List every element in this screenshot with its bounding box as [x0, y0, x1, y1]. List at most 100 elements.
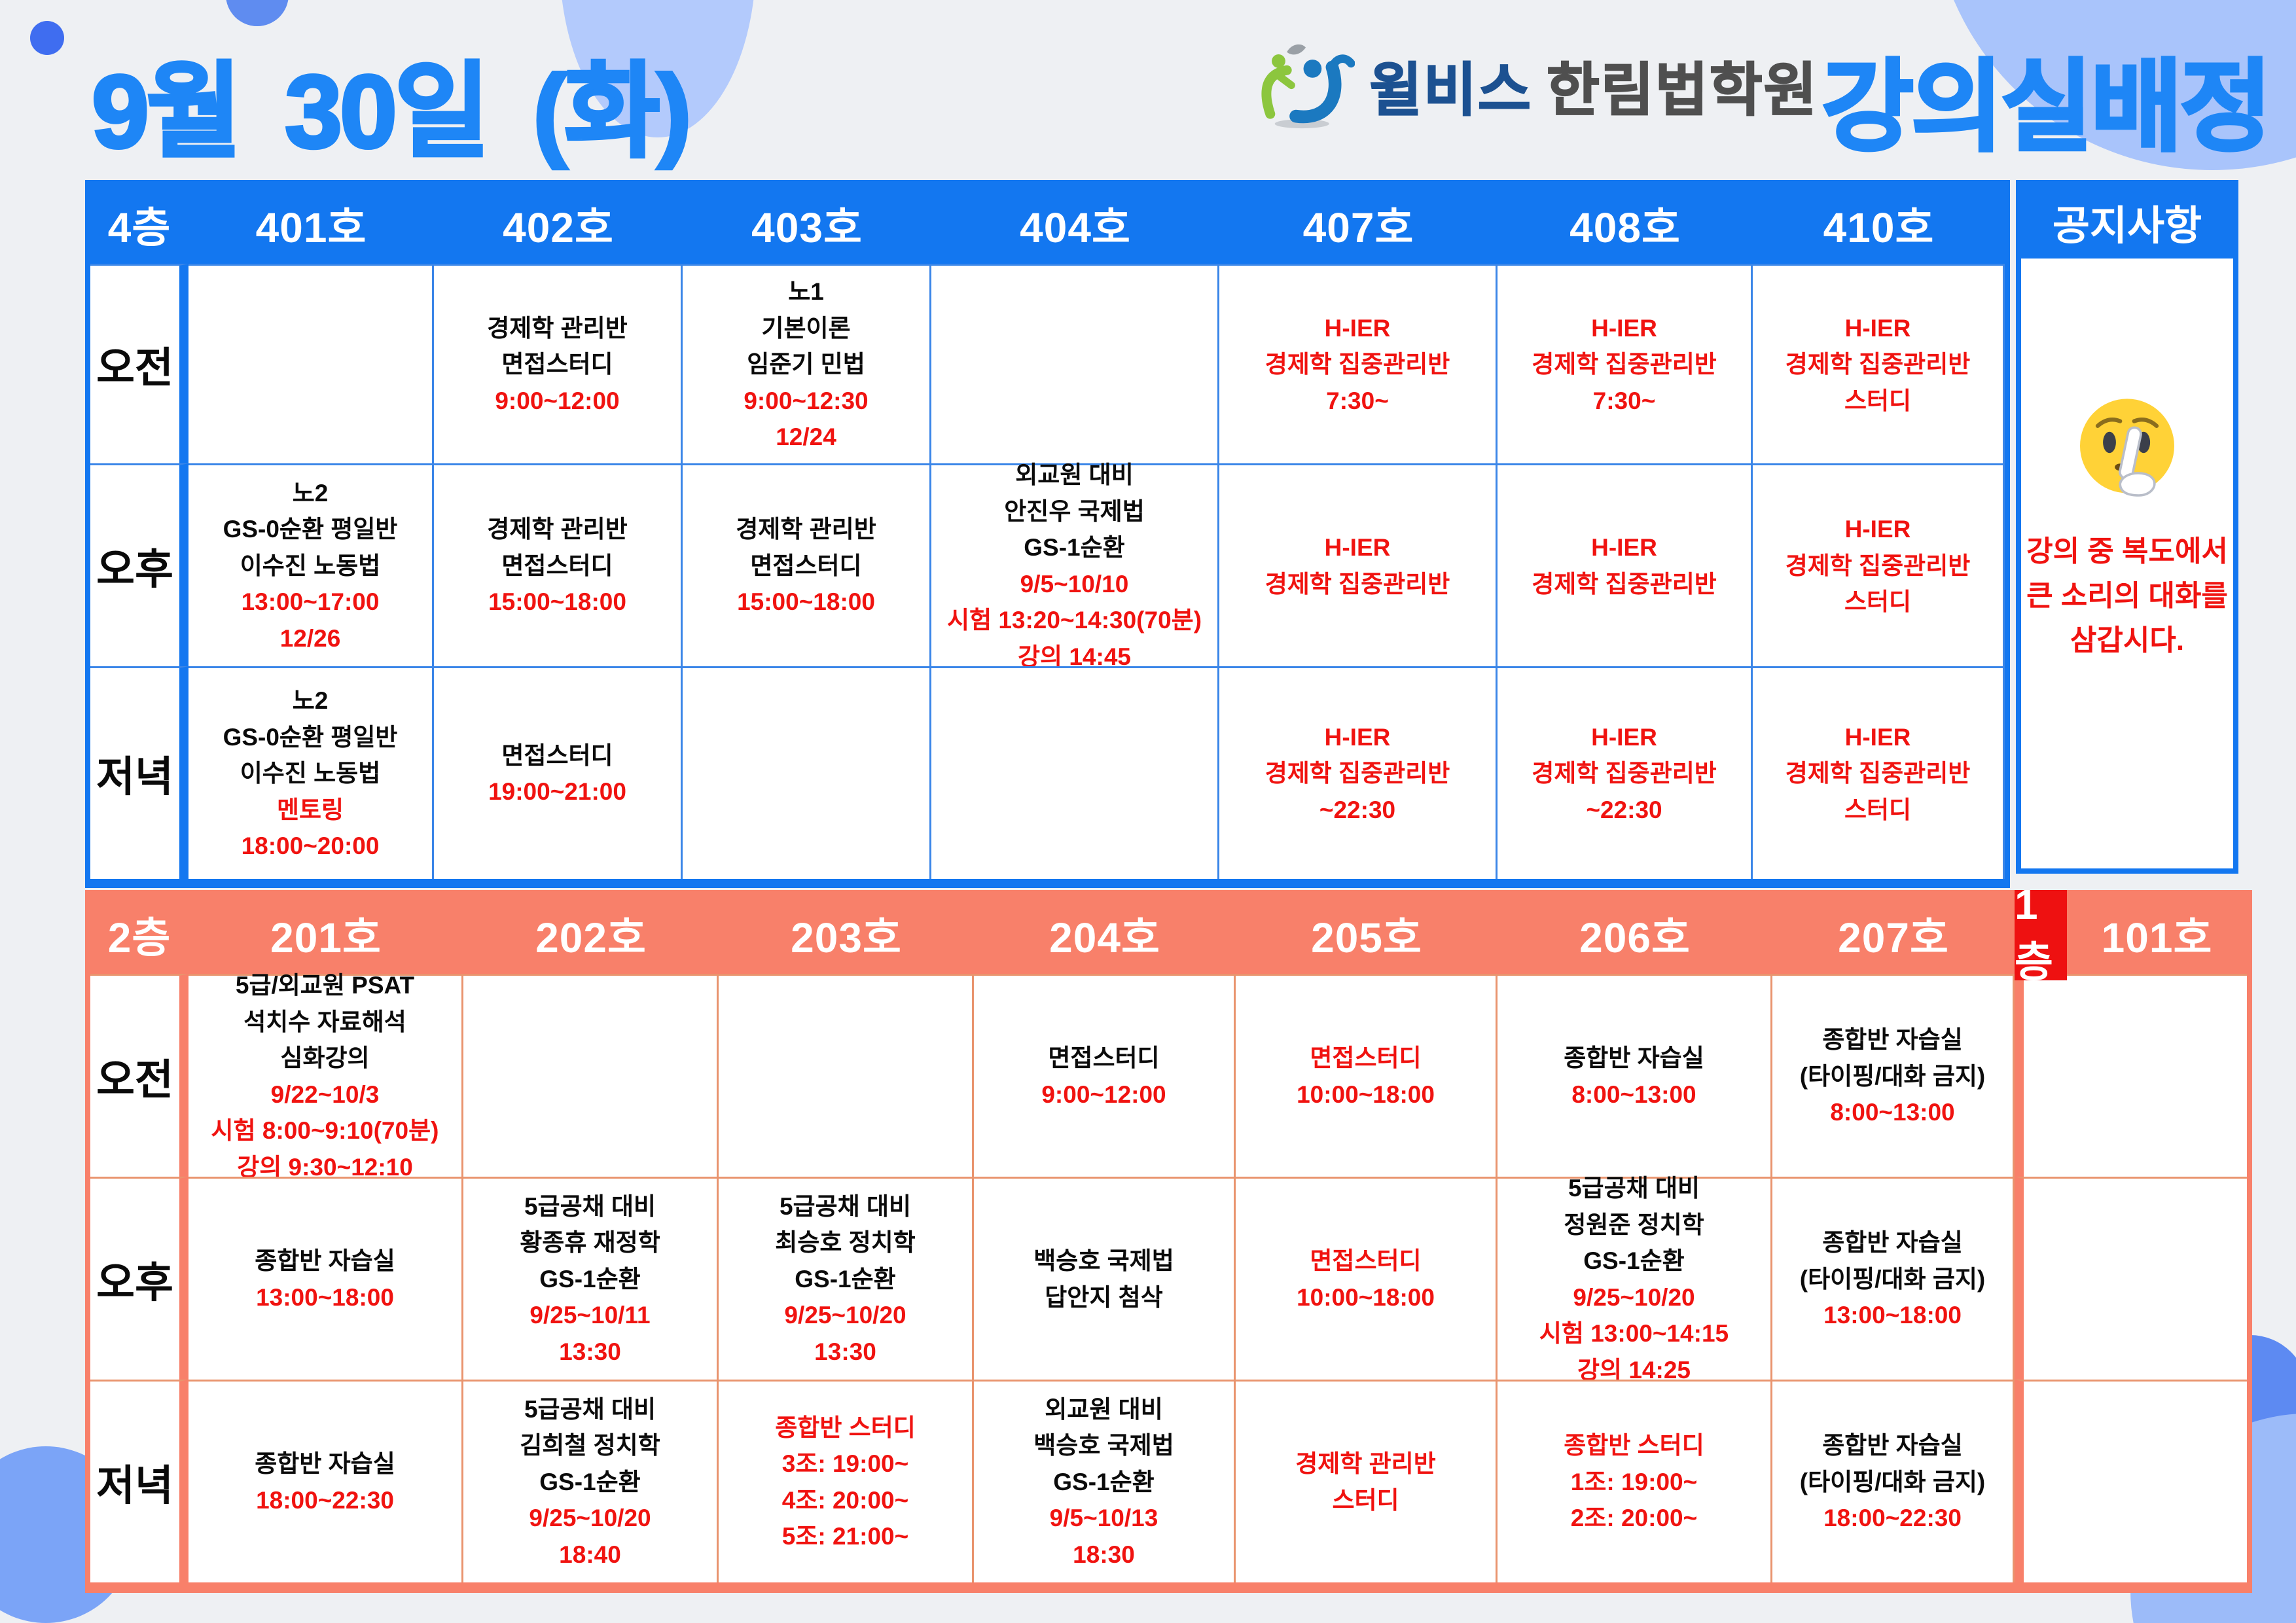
schedule-line: 5조: 21:00~ — [781, 1523, 909, 1550]
schedule-line: 15:00~18:00 — [488, 588, 626, 616]
notice-text: 강의 중 복도에서 큰 소리의 대화를 삼갑시다. — [2026, 535, 2228, 657]
schedule-line: 강의 14:45 — [1018, 643, 1131, 670]
room-header-101호: 101호 — [2067, 895, 2247, 974]
room-header-205호: 205호 — [1236, 895, 1498, 974]
room-header-201호: 201호 — [188, 895, 463, 974]
schedule-line: 2조: 20:00~ — [1570, 1505, 1698, 1532]
logo-brand-text: 윌비스 — [1369, 57, 1532, 123]
schedule-line: GS-1순환 — [1583, 1247, 1685, 1274]
cell-오후-101호 — [2015, 1177, 2247, 1380]
cell-저녁-206호: 종합반 스터디 1조: 19:00~ 2조: 20:00~ — [1498, 1380, 1772, 1582]
cell-오전-202호 — [463, 974, 719, 1177]
row-label-저녁: 저녁 — [90, 666, 188, 879]
schedule-line: 5급공채 대비 — [1568, 1175, 1700, 1202]
cell-오전-205호: 면접스터디 10:00~18:00 — [1236, 974, 1498, 1177]
page-heading: 강의실배정 — [1820, 50, 2273, 165]
room-header-407호: 407호 — [1219, 185, 1498, 264]
schedule-line: 노2 — [292, 687, 329, 715]
schedule-line: 백승호 국제법 — [1033, 1247, 1174, 1274]
schedule-line: 13:00~17:00 — [241, 588, 380, 616]
cell-오전-408호: H-IER 경제학 집중관리반 7:30~ — [1498, 264, 1753, 463]
schedule-line: 정원준 정치학 — [1564, 1211, 1704, 1238]
cell-저녁-203호: 종합반 스터디 3조: 19:00~ 4조: 20:00~ 5조: 21:00~ — [719, 1380, 974, 1582]
cell-오전-101호 — [2015, 974, 2247, 1177]
cell-오후-404호: 외교원 대비 안진우 국제법 GS-1순환 9/5~10/10 시험 13:20~14:… — [931, 461, 1219, 670]
schedule-line: 5급공채 대비 — [779, 1192, 912, 1220]
schedule-line: 종합반 스터디 — [1564, 1432, 1704, 1459]
schedule-line: 9/5~10/10 — [1020, 570, 1129, 597]
schedule-line: 스터디 — [1332, 1486, 1399, 1514]
schedule-line: 경제학 집중관리반 — [1532, 570, 1717, 597]
schedule-line: 강의 9:30~12:10 — [237, 1153, 413, 1181]
schedule-line: (타이핑/대화 금지) — [1799, 1062, 1986, 1090]
schedule-line: GS-1순환 — [539, 1468, 641, 1495]
cell-저녁-404호 — [931, 666, 1219, 879]
schedule-line: 답안지 첨삭 — [1045, 1283, 1163, 1311]
schedule-line: 면접스터디 — [501, 351, 613, 378]
schedule-line: 4조: 20:00~ — [781, 1486, 909, 1514]
cell-오전-207호: 종합반 자습실 (타이핑/대화 금지) 8:00~13:00 — [1772, 974, 2015, 1177]
schedule-line: 15:00~18:00 — [737, 588, 875, 616]
schedule-line: (타이핑/대화 금지) — [1799, 1265, 1986, 1293]
schedule-line: 9/22~10/3 — [270, 1080, 380, 1108]
cell-오전-203호 — [719, 974, 974, 1177]
decor-circle-top-left — [226, 0, 289, 26]
schedule-line: 종합반 자습실 — [255, 1450, 395, 1477]
schedule-line: 외교원 대비 — [1045, 1395, 1163, 1423]
room-header-401호: 401호 — [188, 185, 434, 264]
schedule-line: H-IER — [1844, 723, 1911, 751]
row-label-오후: 오후 — [90, 1177, 188, 1380]
schedule-line: GS-1순환 — [1053, 1468, 1155, 1495]
notice-header: 공지사항 — [2021, 185, 2233, 259]
cell-오전-410호: H-IER 경제학 집중관리반 스터디 — [1753, 264, 2005, 463]
schedule-line: 경제학 관리반 — [487, 314, 628, 342]
schedule-line: 김희철 정치학 — [520, 1432, 660, 1459]
cell-오후-205호: 면접스터디 10:00~18:00 — [1236, 1177, 1498, 1380]
schedule-line: 12/24 — [776, 423, 836, 451]
cell-오전-204호: 면접스터디 9:00~12:00 — [974, 974, 1236, 1177]
schedule-line: 1조: 19:00~ — [1570, 1468, 1698, 1495]
schedule-line: ~22:30 — [1586, 796, 1662, 823]
floor2-schedule-table: 2층 201호 202호 203호 204호 205호 206호 207호 1층 101호 오전 5급… — [85, 881, 2252, 1593]
wilbis-logo-icon — [1257, 38, 1355, 133]
schedule-line: 5급공채 대비 — [524, 1192, 656, 1220]
schedule-line: 백승호 국제법 — [1033, 1432, 1174, 1459]
cell-저녁-202호: 5급공채 대비 김희철 정치학 GS-1순환 9/25~10/20 18:40 — [463, 1380, 719, 1582]
floor1-badge-label: 1층 — [2015, 881, 2054, 986]
schedule-line: 종합반 자습실 — [1822, 1432, 1963, 1459]
room-header-408호: 408호 — [1498, 185, 1753, 264]
schedule-line: 8:00~13:00 — [1830, 1099, 1955, 1126]
schedule-line: H-IER — [1844, 314, 1911, 342]
schedule-line: 황종휴 재정학 — [520, 1229, 660, 1257]
schedule-line: 9/25~10/20 — [784, 1302, 906, 1329]
room-header-202호: 202호 — [463, 895, 719, 974]
room-header-204호: 204호 — [974, 895, 1236, 974]
room-header-203호: 203호 — [719, 895, 974, 974]
schedule-line: 이수진 노동법 — [240, 552, 381, 579]
schedule-line: 임준기 민법 — [747, 351, 865, 378]
row-label-저녁: 저녁 — [90, 1380, 188, 1582]
schedule-line: 13:30 — [814, 1338, 876, 1365]
schedule-line: 18:30 — [1073, 1541, 1135, 1568]
schedule-line: H-IER — [1324, 723, 1391, 751]
schedule-line: 시험 8:00~9:10(70분) — [211, 1117, 439, 1144]
schedule-line: 19:00~21:00 — [488, 778, 626, 805]
schedule-line: 노1 — [788, 278, 824, 306]
schedule-line: 경제학 집중관리반 — [1265, 570, 1450, 597]
room-header-207호: 207호 — [1772, 895, 2015, 974]
floor-label-4층: 4층 — [90, 185, 188, 264]
schedule-line: 심화강의 — [280, 1044, 370, 1071]
schedule-line: 면접스터디 — [1310, 1044, 1422, 1071]
schedule-line: 강의 14:25 — [1577, 1356, 1691, 1383]
cell-오전-206호: 종합반 자습실 8:00~13:00 — [1498, 974, 1772, 1177]
academy-logo: 윌비스 한림법학원 — [1257, 38, 1818, 133]
schedule-line: 13:30 — [559, 1338, 621, 1365]
schedule-line: 스터디 — [1844, 796, 1912, 823]
schedule-line: 12/26 — [279, 624, 341, 652]
schedule-line: H-IER — [1591, 534, 1657, 561]
schedule-line: 10:00~18:00 — [1297, 1283, 1435, 1311]
schedule-line: 18:40 — [559, 1541, 621, 1568]
schedule-line: 안진우 국제법 — [1004, 497, 1145, 525]
floor-label-2층: 2층 — [90, 895, 188, 974]
